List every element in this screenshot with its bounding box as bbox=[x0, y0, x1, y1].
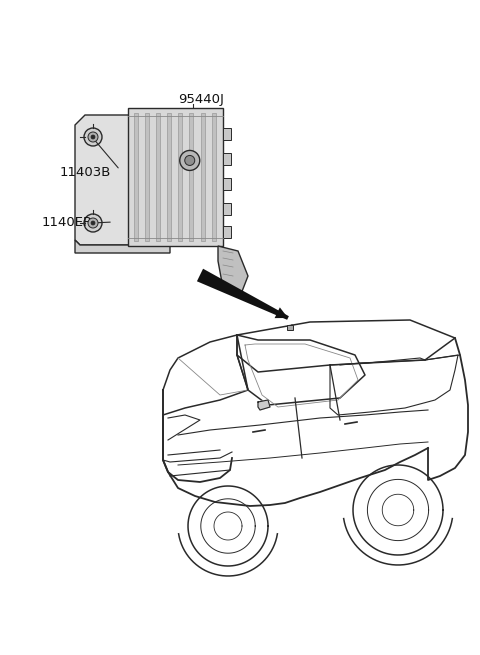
Bar bbox=[156, 113, 160, 241]
Bar bbox=[190, 113, 193, 241]
Bar bbox=[167, 113, 171, 241]
Bar bbox=[223, 203, 231, 215]
Circle shape bbox=[84, 128, 102, 146]
Bar bbox=[212, 113, 216, 241]
Polygon shape bbox=[197, 269, 289, 320]
Circle shape bbox=[180, 151, 200, 170]
Bar bbox=[287, 325, 293, 330]
Bar bbox=[201, 113, 204, 241]
Bar bbox=[223, 153, 231, 165]
Bar bbox=[178, 113, 182, 241]
Bar bbox=[223, 226, 231, 238]
Bar bbox=[133, 113, 137, 241]
Polygon shape bbox=[218, 246, 248, 294]
Text: 11403B: 11403B bbox=[60, 166, 111, 179]
Polygon shape bbox=[75, 240, 170, 253]
Text: 95440J: 95440J bbox=[178, 94, 224, 107]
Bar bbox=[128, 108, 223, 246]
Polygon shape bbox=[75, 115, 170, 245]
Bar bbox=[145, 113, 149, 241]
Bar bbox=[223, 128, 231, 140]
Polygon shape bbox=[275, 307, 288, 318]
Circle shape bbox=[91, 135, 95, 139]
Circle shape bbox=[91, 221, 95, 225]
Circle shape bbox=[185, 155, 195, 166]
Circle shape bbox=[88, 218, 98, 228]
Bar bbox=[223, 178, 231, 190]
Polygon shape bbox=[258, 400, 270, 410]
Text: 1140ER: 1140ER bbox=[42, 215, 93, 229]
Circle shape bbox=[84, 214, 102, 232]
Circle shape bbox=[88, 132, 98, 142]
